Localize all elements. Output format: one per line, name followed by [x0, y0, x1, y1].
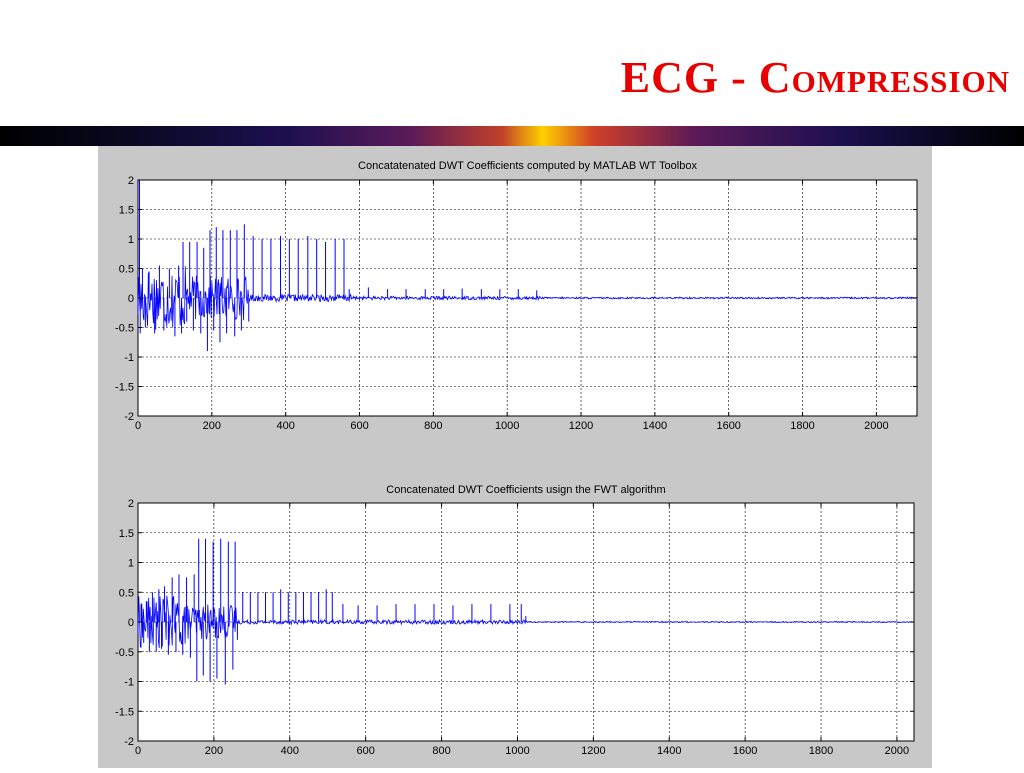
- y-tick-label: 0: [128, 617, 134, 629]
- y-tick-label: 0.5: [119, 264, 134, 276]
- chart-top: Concatatenated DWT Coefficients computed…: [115, 160, 918, 432]
- y-tick-label: -1.5: [115, 382, 134, 394]
- x-tick-label: 1400: [657, 745, 681, 757]
- chart-bottom: Concatenated DWT Coefficients usign the …: [115, 484, 915, 757]
- matlab-figure: Concatatenated DWT Coefficients computed…: [98, 146, 932, 768]
- y-tick-label: 2: [128, 498, 134, 510]
- chart-title-top: Concatatenated DWT Coefficients computed…: [358, 160, 697, 172]
- chart-title-bottom: Concatenated DWT Coefficients usign the …: [386, 484, 665, 496]
- y-tick-label: -1.5: [115, 706, 134, 718]
- x-tick-label: 400: [281, 745, 299, 757]
- title-gradient-bar: [0, 126, 1024, 146]
- x-ticks-bottom: 0 200 400 600 800 1000 1200 1400 1600 1800 2000: [135, 503, 909, 757]
- y-tick-label: -0.5: [115, 647, 134, 659]
- y-tick-label: 0.5: [119, 587, 134, 599]
- spikes-top: [138, 180, 538, 352]
- x-tick-label: 1000: [495, 420, 519, 432]
- y-ticks-bottom: -2 -1.5 -1 -0.5 0 0.5 1 1.5 2: [115, 498, 914, 748]
- y-tick-label: -2: [124, 736, 134, 748]
- signal-line-top: [137, 266, 918, 330]
- y-tick-label: 1: [128, 234, 134, 246]
- x-tick-label: 2000: [885, 745, 909, 757]
- y-tick-label: -2: [124, 411, 134, 423]
- x-tick-label: 0: [135, 745, 141, 757]
- x-tick-label: 1600: [716, 420, 740, 432]
- y-tick-label: 1.5: [119, 528, 134, 540]
- x-tick-label: 1800: [809, 745, 833, 757]
- x-tick-label: 1800: [790, 420, 814, 432]
- x-tick-label: 800: [432, 745, 450, 757]
- x-tick-label: 600: [356, 745, 374, 757]
- x-tick-label: 800: [424, 420, 442, 432]
- slide-title: ECG - Compression: [620, 53, 1010, 102]
- y-tick-label: 0: [128, 293, 134, 305]
- x-tick-label: 1600: [733, 745, 757, 757]
- x-ticks-top: 0 200 400 600 800 1000 1200 1400 1600 1800 2000: [135, 180, 889, 432]
- x-tick-label: 200: [203, 420, 221, 432]
- y-tick-label: 1: [128, 558, 134, 570]
- y-tick-label: 2: [128, 175, 134, 187]
- x-tick-label: 1200: [569, 420, 593, 432]
- y-ticks-top: -2 -1.5 -1 -0.5 0 0.5 1 1.5 2: [115, 175, 917, 423]
- y-tick-label: -1: [124, 352, 134, 364]
- y-tick-label: 1.5: [119, 205, 134, 217]
- x-tick-label: 1200: [581, 745, 605, 757]
- y-tick-label: -1: [124, 677, 134, 689]
- spikes-bottom: [140, 538, 527, 685]
- x-tick-label: 400: [276, 420, 294, 432]
- x-tick-label: 600: [350, 420, 368, 432]
- x-tick-label: 2000: [864, 420, 888, 432]
- x-tick-label: 1000: [505, 745, 529, 757]
- x-tick-label: 1400: [643, 420, 667, 432]
- x-tick-label: 200: [205, 745, 223, 757]
- y-tick-label: -0.5: [115, 323, 134, 335]
- x-tick-label: 0: [135, 420, 141, 432]
- figure-svg: Concatatenated DWT Coefficients computed…: [115, 160, 918, 757]
